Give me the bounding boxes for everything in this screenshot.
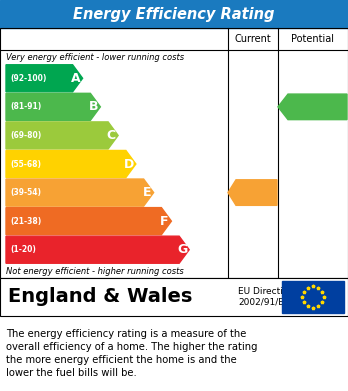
Text: D: D [124,158,134,170]
Text: (92-100): (92-100) [10,74,46,83]
Text: C: C [106,129,116,142]
Polygon shape [228,180,277,205]
Text: England & Wales: England & Wales [8,287,192,307]
Polygon shape [6,122,118,149]
Text: EU Directive
2002/91/EC: EU Directive 2002/91/EC [238,287,294,307]
Bar [0,278,348,316]
Polygon shape [6,208,172,235]
Text: E: E [142,186,151,199]
Polygon shape [6,93,100,120]
Text: Energy Efficiency Rating: Energy Efficiency Rating [73,7,275,22]
Text: 83: 83 [307,100,327,114]
Text: G: G [177,243,187,256]
Text: (55-68): (55-68) [10,160,41,169]
Text: (81-91): (81-91) [10,102,41,111]
Bar [0,28,348,278]
Text: Potential: Potential [292,34,334,44]
Polygon shape [6,151,136,178]
Bar [282,281,344,313]
Polygon shape [6,65,82,92]
Polygon shape [6,179,153,206]
Text: (39-54): (39-54) [10,188,41,197]
Text: F: F [160,215,169,228]
Text: A: A [71,72,80,85]
Text: Not energy efficient - higher running costs: Not energy efficient - higher running co… [6,267,184,276]
Text: B: B [89,100,98,113]
Text: (69-80): (69-80) [10,131,41,140]
Text: (1-20): (1-20) [10,245,36,254]
Bar [0,0,348,28]
Polygon shape [6,236,189,263]
Polygon shape [278,94,347,120]
Text: The energy efficiency rating is a measure of the
overall efficiency of a home. T: The energy efficiency rating is a measur… [6,329,258,378]
Text: 51: 51 [247,186,267,199]
Text: (21-38): (21-38) [10,217,41,226]
Text: Current: Current [235,34,271,44]
Text: Very energy efficient - lower running costs: Very energy efficient - lower running co… [6,52,184,61]
